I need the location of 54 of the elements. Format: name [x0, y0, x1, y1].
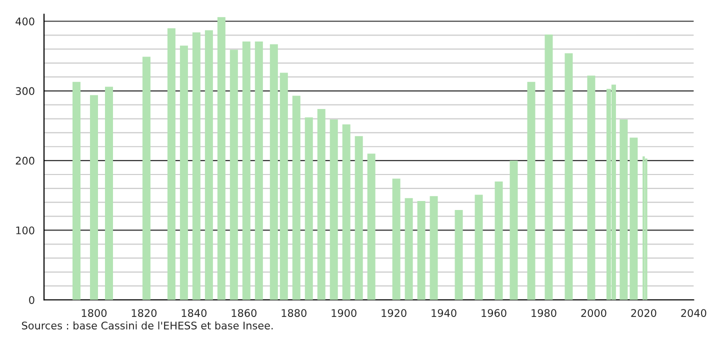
bar: [630, 138, 638, 300]
x-tick-label: 1820: [132, 309, 157, 317]
bar: [544, 34, 553, 300]
bar: [494, 181, 503, 300]
y-tick-label: 400: [16, 17, 34, 26]
x-tick-label: 1960: [482, 309, 506, 317]
bar: [564, 53, 573, 300]
x-tick-label: 1920: [382, 309, 406, 317]
bar: [417, 200, 426, 300]
bar: [342, 124, 350, 300]
bar: [254, 41, 263, 300]
bar: [367, 154, 376, 300]
bar: [242, 41, 250, 300]
bar: [454, 210, 463, 300]
bar: [104, 86, 113, 300]
bar: [510, 160, 518, 300]
bar: [142, 56, 150, 300]
bar: [430, 196, 438, 300]
x-tick-label: 1880: [282, 309, 306, 317]
bar: [90, 95, 98, 300]
bar: [392, 178, 400, 300]
bar: [192, 32, 200, 300]
bar: [474, 194, 483, 300]
bar: [620, 119, 628, 300]
y-tick-label: 0: [29, 296, 34, 304]
x-tick-label: 2000: [581, 309, 606, 317]
bar: [230, 50, 238, 300]
bar: [280, 72, 288, 300]
x-tick-label: 1800: [82, 309, 107, 317]
bar: [72, 82, 80, 300]
x-tick-label: 2020: [631, 309, 656, 317]
y-tick-label: 200: [16, 156, 34, 165]
x-tick-label: 1840: [182, 309, 206, 317]
x-tick-label: 1900: [332, 309, 356, 317]
bar: [167, 28, 176, 300]
y-tick-label: 300: [16, 87, 34, 96]
bar: [304, 117, 313, 300]
source-note: Sources : base Cassini de l'EHESS et base Insee.: [22, 321, 273, 330]
bar: [204, 30, 213, 300]
bar: [527, 82, 536, 300]
x-tick-label: 2040: [681, 309, 706, 317]
x-tick-label: 1860: [232, 309, 256, 317]
bar: [217, 17, 226, 300]
bar: [404, 198, 413, 300]
bar: [587, 76, 596, 300]
bar: [317, 109, 326, 300]
bar: [292, 96, 300, 300]
bar: [180, 46, 188, 300]
bar: [270, 44, 278, 300]
bar: [330, 119, 338, 300]
bar: [354, 136, 363, 300]
y-tick-label: 100: [16, 226, 34, 234]
x-tick-label: 1940: [432, 309, 456, 317]
x-tick-label: 1980: [532, 309, 556, 317]
